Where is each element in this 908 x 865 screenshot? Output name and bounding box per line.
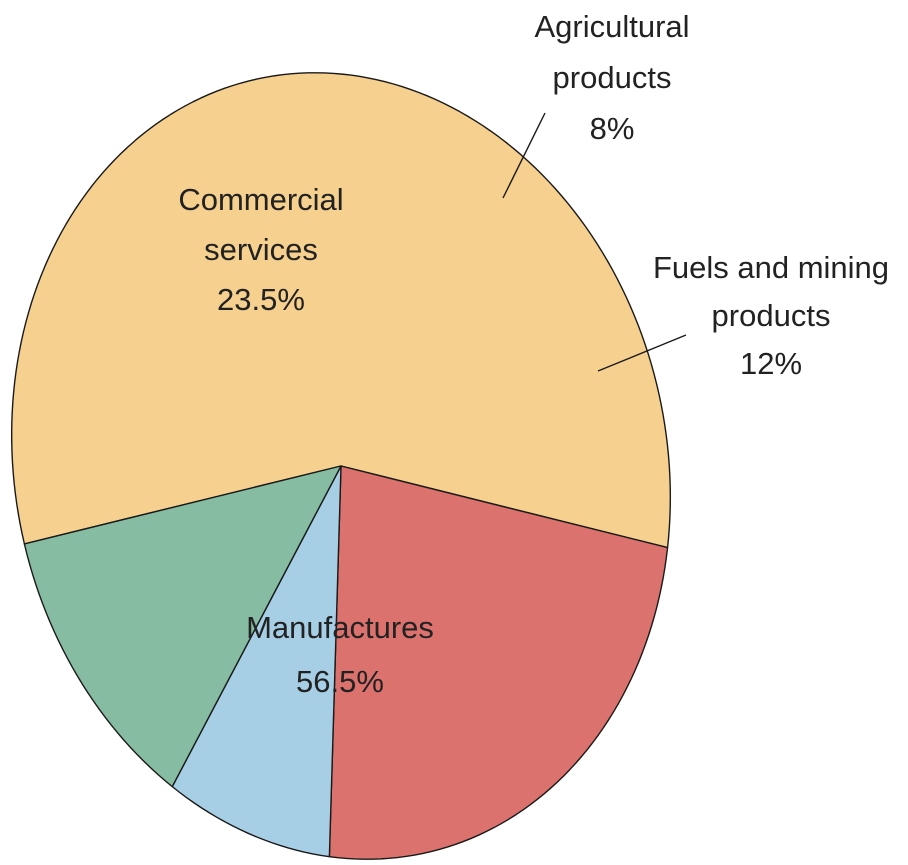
leader-lines: [502, 112, 687, 372]
pie-slice-commercial-services: [328, 465, 669, 860]
slice-label-fuels-and-mining-products-line-3: 12%: [740, 346, 802, 381]
slice-label-agricultural-products-line-1: Agricultural: [534, 9, 689, 44]
pie-slice-agricultural-products: [171, 465, 342, 858]
slice-label-manufactures-line-1: Manufactures: [246, 610, 434, 645]
slice-labels: Manufactures 56.5% Commercial services 23.5%…: [178, 9, 889, 699]
slice-label-agricultural-products-line-3: 8%: [590, 111, 635, 146]
slice-label-commercial-services-line-1: Commercial: [178, 182, 343, 217]
slice-label-fuels-and-mining-products-line-2: products: [712, 298, 831, 333]
slice-label-commercial-services-line-3: 23.5%: [217, 282, 305, 317]
leader-line-fuels-and-mining-products: [597, 334, 687, 372]
pie-slice-fuels-and-mining-products: [23, 465, 342, 788]
leader-line-agricultural-products: [502, 112, 546, 199]
slice-label-manufactures-line-2: 56.5%: [296, 664, 384, 699]
slice-label-commercial-services-line-2: services: [204, 232, 318, 267]
slice-label-fuels-and-mining-products-line-1: Fuels and mining: [653, 250, 889, 285]
slice-label-agricultural-products-line-2: products: [553, 60, 672, 95]
